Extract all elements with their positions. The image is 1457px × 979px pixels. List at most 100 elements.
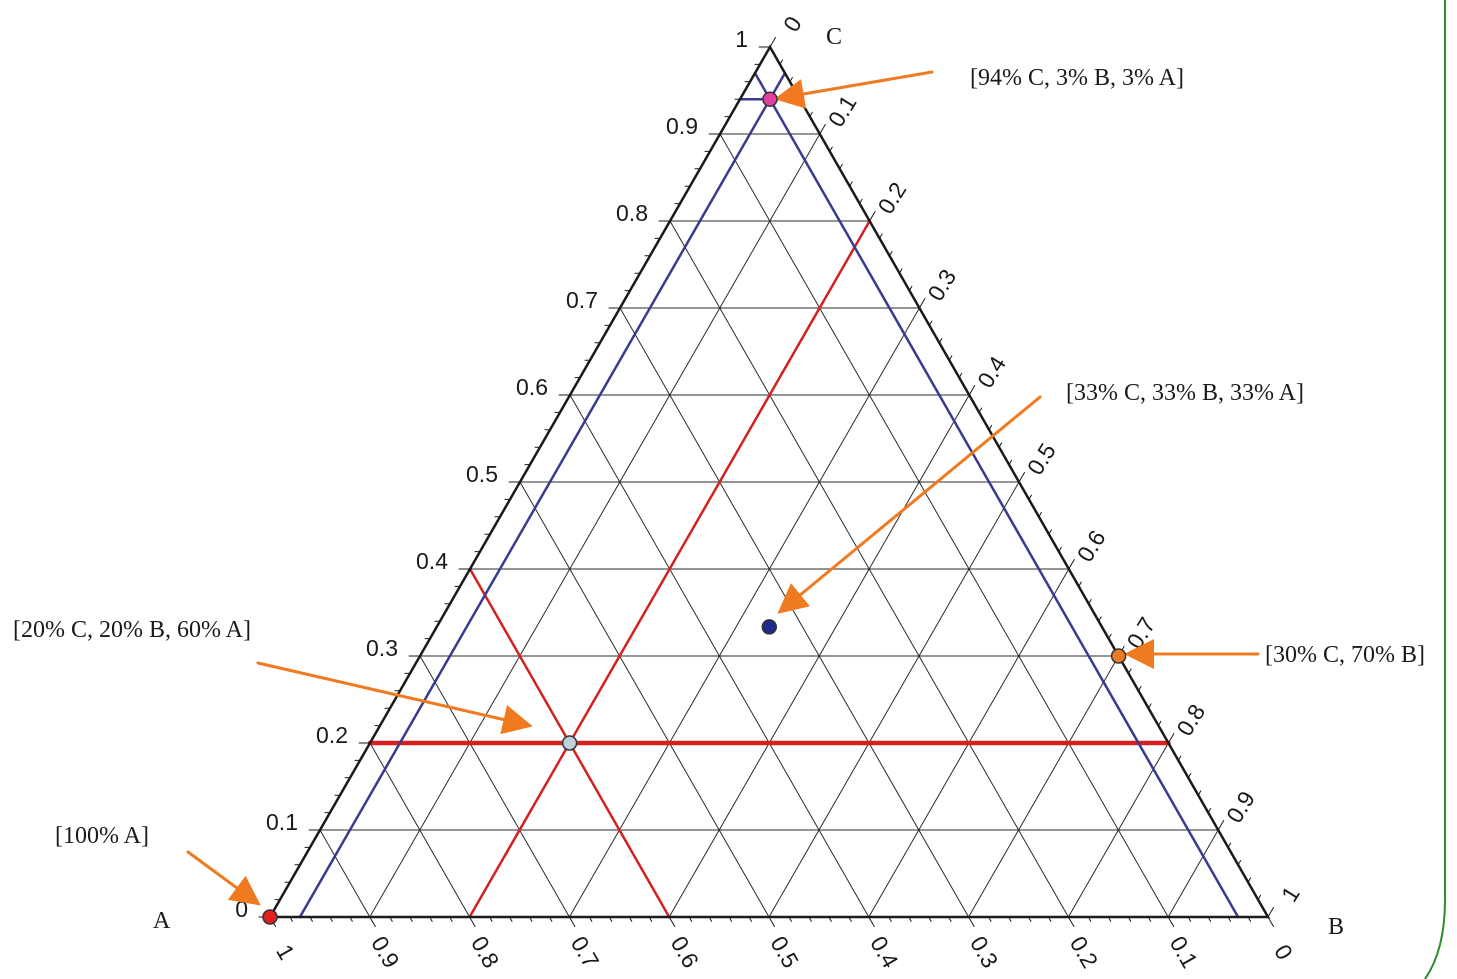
tick-right-50 xyxy=(1267,906,1274,918)
red-line-b-20 xyxy=(468,219,871,919)
tick-right-38 xyxy=(1147,703,1152,709)
tick-right-9 xyxy=(859,198,863,205)
tick-right-1 xyxy=(779,59,783,65)
tick-label-left-1: 0.1 xyxy=(266,809,298,835)
tick-bottom-16 xyxy=(588,916,593,922)
tick-bottom-20 xyxy=(668,916,676,928)
arrow-mix-94c xyxy=(774,70,934,109)
tick-label-bottom-6: 0.4 xyxy=(865,932,904,973)
tick-bottom-2 xyxy=(309,916,313,922)
tick-right-16 xyxy=(928,320,933,326)
tick-right-25 xyxy=(1018,471,1025,483)
vertex-label-c: C xyxy=(826,24,842,50)
axis-ticks: 0010.10.10.90.20.20.80.30.30.70.40.40.60… xyxy=(235,12,1305,973)
tick-bottom-25 xyxy=(768,916,775,928)
tick-label-right-5: 0.5 xyxy=(1022,439,1061,480)
tick-right-34 xyxy=(1108,633,1112,640)
tick-bottom-47 xyxy=(1207,916,1212,922)
tick-bottom-8 xyxy=(429,916,433,922)
point-pure-a xyxy=(262,909,278,925)
tick-bottom-39 xyxy=(1047,916,1052,922)
tick-bottom-4 xyxy=(349,916,353,922)
tick-bottom-19 xyxy=(648,916,653,922)
tick-label-left-9: 0.9 xyxy=(666,113,698,139)
blue-line-a-03 xyxy=(753,71,1240,919)
grid-line-a-8 xyxy=(369,742,471,918)
tick-right-15 xyxy=(918,297,926,309)
tick-right-8 xyxy=(849,181,853,187)
tick-bottom-18 xyxy=(628,916,633,922)
grid-line-b-8 xyxy=(1067,742,1169,918)
tick-bottom-32 xyxy=(908,916,912,922)
tick-right-37 xyxy=(1138,685,1142,692)
tick-bottom-38 xyxy=(1027,916,1032,922)
annotation-mix-94c: [94% C, 3% B, 3% A] xyxy=(970,65,1184,91)
tick-label-right-0: 0 xyxy=(778,12,807,37)
tick-right-33 xyxy=(1098,616,1102,622)
tick-right-20 xyxy=(968,384,976,396)
tick-bottom-22 xyxy=(708,916,713,922)
data-points xyxy=(262,91,1127,925)
tick-label-bottom-10: 0 xyxy=(1269,940,1298,964)
tick-bottom-14 xyxy=(548,916,553,922)
grid-line-b-1 xyxy=(369,133,821,918)
tick-bottom-44 xyxy=(1147,916,1152,922)
tick-right-11 xyxy=(879,233,883,239)
highlight-lines xyxy=(298,71,1240,919)
tick-bottom-3 xyxy=(329,916,333,922)
tick-right-24 xyxy=(1008,459,1013,466)
tick-bottom-35 xyxy=(968,916,975,928)
tick-label-bottom-0: 1 xyxy=(271,940,300,964)
tick-bottom-23 xyxy=(728,916,733,922)
tick-label-left-5: 0.5 xyxy=(466,461,498,487)
annotation-mix-30c-70b: [30% C, 70% B] xyxy=(1265,642,1425,668)
grid-line-a-9 xyxy=(319,829,371,918)
tick-bottom-21 xyxy=(688,916,693,922)
tick-label-bottom-8: 0.2 xyxy=(1065,932,1104,973)
tick-label-bottom-5: 0.5 xyxy=(765,932,804,973)
grid-lines xyxy=(319,133,1219,918)
tick-bottom-33 xyxy=(928,916,932,922)
tick-bottom-17 xyxy=(608,916,613,922)
tick-label-bottom-1: 0.9 xyxy=(366,932,405,973)
green-frame-border xyxy=(1424,0,1446,979)
tick-right-10 xyxy=(869,210,876,222)
tick-bottom-27 xyxy=(808,916,812,922)
tick-label-left-2: 0.2 xyxy=(316,722,348,748)
tick-right-30 xyxy=(1068,558,1075,570)
grid-line-a-3 xyxy=(619,307,970,918)
tick-label-right-9: 0.9 xyxy=(1221,787,1260,828)
tick-right-36 xyxy=(1128,668,1132,674)
tick-right-45 xyxy=(1217,819,1225,831)
tick-bottom-50 xyxy=(1267,916,1274,928)
tick-right-18 xyxy=(948,355,953,361)
tick-label-left-10: 1 xyxy=(735,26,748,52)
blue-line-b-03 xyxy=(298,71,787,919)
tick-right-44 xyxy=(1207,807,1212,814)
tick-bottom-41 xyxy=(1087,916,1092,922)
tick-label-bottom-9: 0.1 xyxy=(1165,932,1204,973)
grid-line-b-7 xyxy=(968,655,1120,918)
tick-right-19 xyxy=(958,372,963,379)
point-mix-30c-70b xyxy=(1110,648,1127,664)
tick-label-bottom-3: 0.7 xyxy=(566,932,605,973)
tick-right-21 xyxy=(978,407,983,413)
tick-right-4 xyxy=(809,111,813,118)
point-mix-94c xyxy=(762,91,778,107)
tick-bottom-15 xyxy=(568,916,576,928)
tick-bottom-11 xyxy=(489,916,493,922)
vertex-label-b: B xyxy=(1328,914,1344,940)
tick-right-12 xyxy=(889,250,893,257)
point-mix-20-20-60 xyxy=(561,735,578,751)
tick-label-left-4: 0.4 xyxy=(416,548,448,574)
tick-right-29 xyxy=(1058,546,1062,553)
annotation-pure-a: [100% A] xyxy=(55,823,149,849)
tick-right-22 xyxy=(988,424,993,431)
tick-bottom-40 xyxy=(1067,916,1075,928)
tick-right-41 xyxy=(1177,755,1182,761)
tick-bottom-34 xyxy=(948,916,952,922)
tick-bottom-37 xyxy=(1008,916,1012,922)
tick-bottom-13 xyxy=(528,916,533,922)
grid-line-a-5 xyxy=(519,481,770,918)
